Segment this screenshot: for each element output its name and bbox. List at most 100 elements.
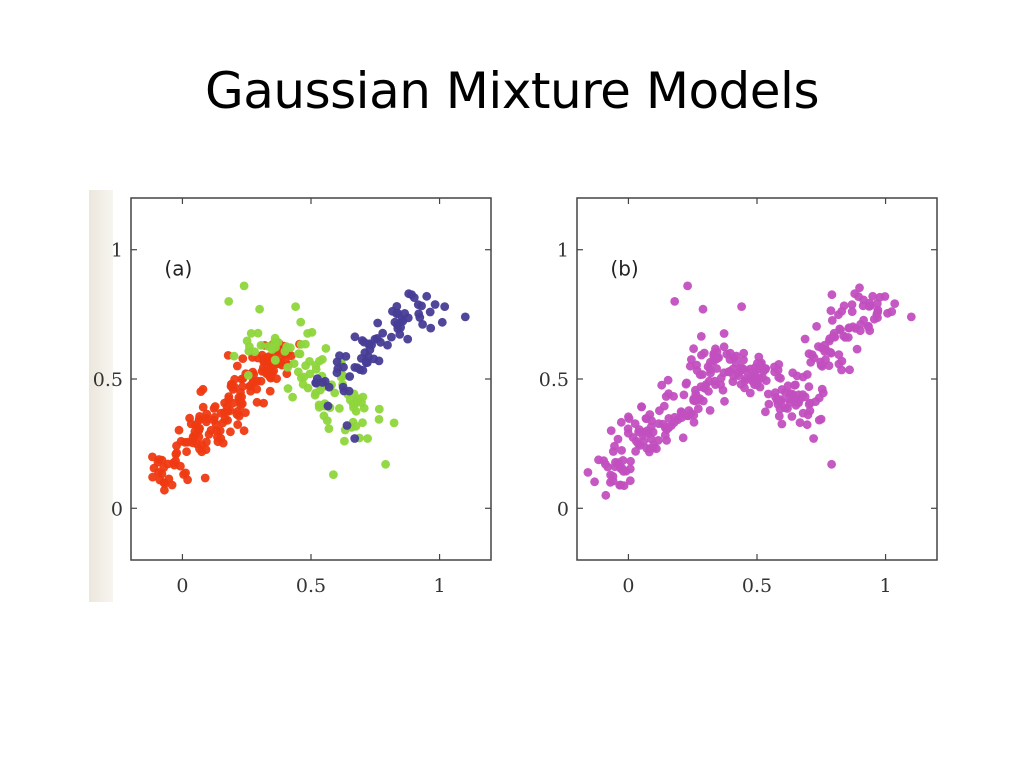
data-point	[786, 389, 795, 398]
data-point	[341, 352, 351, 361]
data-point	[804, 382, 814, 392]
data-point	[253, 328, 263, 338]
data-point	[687, 355, 696, 364]
data-point	[202, 409, 212, 419]
data-point	[745, 388, 755, 398]
y-tick-label: 1	[557, 240, 569, 262]
data-point	[403, 334, 413, 344]
data-point	[865, 301, 875, 311]
data-point	[181, 468, 190, 478]
data-point	[670, 412, 680, 422]
data-point	[855, 326, 865, 336]
data-point	[795, 418, 805, 427]
data-point	[185, 413, 194, 423]
data-point	[238, 354, 248, 363]
data-point	[295, 349, 305, 359]
data-point	[824, 361, 834, 370]
data-point	[298, 379, 308, 389]
y-tick-label: 0	[557, 498, 569, 520]
data-point	[594, 455, 603, 465]
data-point	[816, 414, 826, 424]
data-point	[195, 424, 204, 433]
data-point	[693, 404, 703, 414]
data-point	[387, 332, 396, 342]
data-point	[257, 366, 267, 376]
data-point	[237, 392, 247, 402]
data-point	[311, 378, 321, 388]
data-point	[705, 406, 715, 415]
data-point	[611, 457, 620, 467]
series-0-points	[583, 281, 916, 500]
data-point	[616, 417, 626, 427]
data-point	[332, 368, 342, 378]
data-point	[737, 302, 746, 311]
data-point	[667, 421, 676, 430]
data-point	[350, 332, 360, 342]
data-point	[293, 367, 303, 377]
data-point	[845, 365, 854, 375]
data-point	[719, 329, 729, 338]
data-point	[303, 329, 312, 338]
data-point	[752, 380, 762, 389]
data-point	[625, 476, 635, 486]
data-point	[812, 322, 821, 331]
data-point	[764, 399, 774, 409]
data-point	[246, 329, 256, 338]
data-point	[809, 353, 819, 363]
data-point	[817, 361, 827, 371]
y-tick-label: 0.5	[539, 369, 569, 391]
data-point	[856, 319, 865, 329]
data-point	[844, 323, 854, 333]
data-point	[720, 396, 729, 406]
data-point	[283, 384, 293, 393]
data-point	[319, 411, 329, 421]
data-point	[350, 434, 360, 443]
data-point	[437, 317, 447, 327]
data-point	[689, 417, 699, 427]
data-point	[787, 412, 797, 421]
data-point	[243, 371, 253, 380]
data-point	[868, 291, 878, 301]
data-point	[850, 289, 860, 299]
data-point	[601, 490, 611, 500]
data-point	[802, 420, 812, 430]
data-point	[200, 473, 210, 483]
data-point	[887, 307, 897, 316]
data-point	[634, 425, 644, 434]
y-tick-label: 1	[111, 240, 123, 262]
panel-label: (a)	[164, 257, 192, 281]
data-point	[626, 456, 635, 466]
data-point	[840, 333, 850, 342]
data-point	[761, 407, 770, 417]
series-2-points	[311, 289, 470, 443]
data-point	[256, 341, 266, 350]
data-point	[906, 312, 916, 322]
data-point	[183, 475, 192, 485]
data-point	[775, 404, 785, 414]
data-point	[805, 406, 815, 416]
data-point	[774, 396, 784, 406]
data-point	[418, 320, 427, 329]
data-point	[725, 366, 735, 376]
data-point	[182, 447, 191, 457]
data-point	[616, 480, 626, 490]
slide-title: Gaussian Mixture Models	[205, 62, 820, 120]
data-point	[852, 344, 862, 354]
data-point	[233, 420, 243, 429]
data-point	[623, 424, 633, 434]
data-point	[204, 430, 214, 439]
data-point	[342, 421, 352, 430]
data-point	[357, 336, 367, 345]
data-point	[148, 452, 157, 462]
data-point	[440, 302, 450, 311]
data-point	[224, 297, 234, 306]
data-point	[679, 390, 689, 400]
data-point	[301, 361, 310, 370]
data-point	[265, 386, 275, 396]
data-point	[392, 309, 402, 319]
data-point	[389, 418, 399, 428]
data-point	[397, 315, 407, 324]
data-point	[264, 358, 273, 367]
data-point	[426, 323, 436, 333]
data-point	[732, 351, 741, 361]
